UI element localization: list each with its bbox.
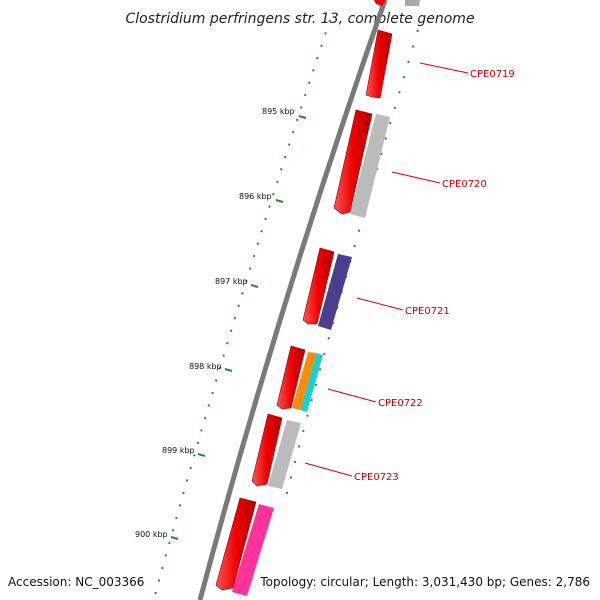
forward-cds-track [215,0,393,591]
map-title: Clostridium perfringens str. 13, complet… [125,11,474,27]
tick-895 [298,115,307,119]
tick-label-897: 897 kbp [215,277,248,286]
gene-block-CPE0719 [405,0,420,6]
gene-label-CPE0723[interactable]: CPE0723 [354,472,399,483]
cds-arrow [251,413,283,487]
gene-block-CPE0721 [318,254,352,330]
gene-block-CPE0722 [292,352,316,410]
tick-899 [197,453,206,457]
genome-backbone [197,0,388,600]
accession-text: Accession: NC_003366 [8,575,144,589]
gene-label-CPE0720[interactable]: CPE0720 [442,179,487,190]
tick-ring [154,19,331,596]
cds-arrow [365,29,393,99]
tick-897 [250,284,259,288]
tick-900 [170,536,179,540]
tick-label-896: 896 kbp [239,192,272,201]
leader-CPE0722 [327,388,377,403]
tick-label-900: 900 kbp [135,530,168,539]
cds-arrow [302,247,335,325]
tick-896 [275,199,284,203]
leader-CPE0721 [356,297,404,311]
leader-CPE0719 [419,62,469,74]
cds-arrow [333,109,373,215]
gene-block-CPE0720 [350,114,390,218]
gene-label-CPE0719[interactable]: CPE0719 [470,69,515,80]
tick-label-899: 899 kbp [162,446,195,455]
cds-arrow [374,0,386,6]
tick-label-895: 895 kbp [262,107,295,116]
cds-arrow [215,497,257,591]
gene-label-CPE0722[interactable]: CPE0722 [378,398,423,409]
gene-block-CPE0722b [300,353,323,412]
leader-CPE0723 [304,462,353,477]
gene-label-CPE0721[interactable]: CPE0721 [405,306,450,317]
gene-track [232,0,420,596]
gene-block-pink [232,504,274,596]
tick-label-898: 898 kbp [189,362,222,371]
topology-text: Topology: circular; Length: 3,031,430 bp… [259,575,590,589]
cds-arrow [276,345,306,410]
tick-898 [224,368,233,372]
kbp-axis: 895 kbp 896 kbp 897 kbp 898 kbp 899 kbp … [135,107,307,540]
leader-CPE0720 [391,171,441,184]
gene-labels: CPE0719 CPE0720 CPE0721 CPE0722 CPE0723 [304,62,515,483]
gene-block-CPE0723 [268,420,301,489]
